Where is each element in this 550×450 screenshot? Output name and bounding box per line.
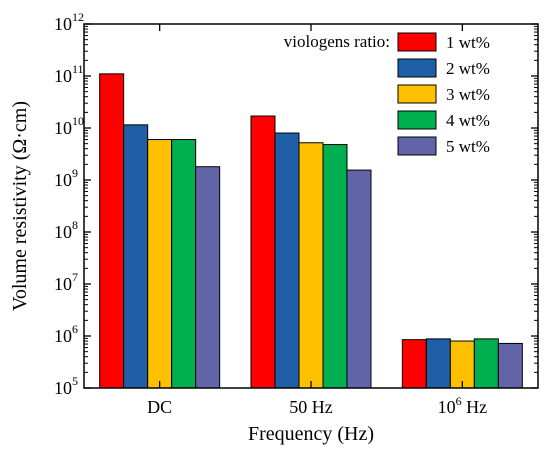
x-tick-label: DC [147,397,172,417]
x-axis-title: Frequency (Hz) [248,423,374,445]
y-tick-exponent: 9 [72,166,78,180]
bar-3-wt--cat-1 [298,142,324,389]
x-tick-label-base: DC [147,397,172,417]
y-tick-label: 10 [54,14,72,34]
y-tick-label: 10 [54,118,72,138]
legend-label: 1 wt% [446,33,490,52]
bar-2-wt--cat-0 [123,124,149,389]
x-tick-label-base: 50 Hz [289,397,333,417]
x-tick-label: 50 Hz [289,397,333,417]
y-tick-label: 10 [54,378,72,398]
y-tick-label: 10 [54,170,72,190]
legend-label: 3 wt% [446,85,490,104]
x-tick-label-exponent: 6 [456,394,462,408]
y-axis-title: Volume resistivity (Ω·cm) [9,101,31,311]
legend-swatch [397,84,437,104]
bar-3-wt--cat-0 [147,139,173,389]
x-tick-label: 106 Hz [438,394,488,417]
bar-5-wt--cat-1 [346,169,372,389]
y-tick-label: 10 [54,66,72,86]
y-tick-exponent: 6 [72,322,78,336]
bar-4-wt--cat-1 [322,144,348,389]
legend-label: 2 wt% [446,59,490,78]
bar-2-wt--cat-2 [425,338,451,389]
legend-title: viologens ratio: [284,32,390,51]
bars-group [99,73,523,389]
y-tick-exponent: 12 [72,10,84,24]
legend: viologens ratio: 1 wt% 2 wt% 3 wt% 4 wt% 5 w… [284,32,490,156]
x-tick-label-base: 10 [438,397,456,417]
bar-4-wt--cat-2 [473,338,499,389]
legend-swatch [397,136,437,156]
bar-5-wt--cat-0 [195,166,221,389]
bar-1-wt--cat-0 [99,73,125,389]
x-axis: DC 50 Hz 106 Hz [147,24,487,417]
legend-swatch [397,58,437,78]
y-tick-label: 10 [54,274,72,294]
y-tick-exponent: 8 [72,218,78,232]
bar-2-wt--cat-1 [274,132,300,389]
legend-label: 5 wt% [446,137,490,156]
x-tick-label-suffix: Hz [462,397,488,417]
bar-1-wt--cat-2 [401,339,427,389]
legend-swatch [397,32,437,52]
y-tick-label: 10 [54,222,72,242]
bar-4-wt--cat-0 [171,139,197,389]
y-tick-exponent: 5 [72,374,78,388]
legend-swatch [397,110,437,130]
y-tick-exponent: 11 [72,62,84,76]
legend-label: 4 wt% [446,111,490,130]
bar-1-wt--cat-1 [250,115,276,389]
y-tick-label: 10 [54,326,72,346]
bar-3-wt--cat-2 [449,340,475,389]
y-tick-exponent: 10 [72,114,84,128]
y-tick-exponent: 7 [72,270,78,284]
bar-5-wt--cat-2 [497,342,523,389]
